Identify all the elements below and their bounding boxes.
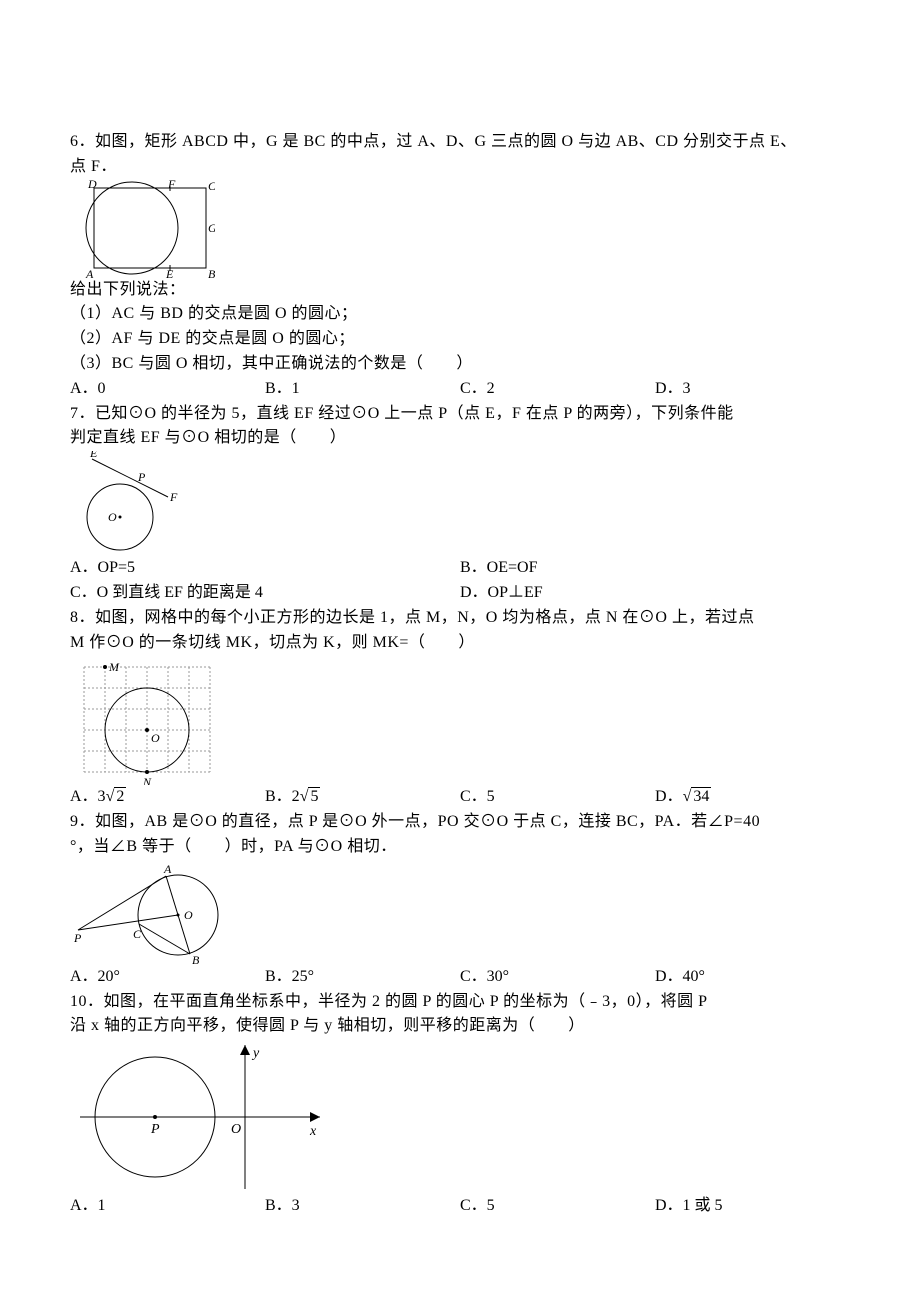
q8-options: A．3√2 B．2√5 C．5 D．√34 xyxy=(70,785,850,810)
svg-text:D: D xyxy=(87,180,97,191)
q8-stem-2: M 作⊙O 的一条切线 MK，切点为 K，则 MK=（ ） xyxy=(70,631,850,656)
q9-opt-d: D．40° xyxy=(655,965,850,990)
q7-options-row2: C．O 到直线 EF 的距离是 4 D．OP⊥EF xyxy=(70,581,850,606)
svg-text:O: O xyxy=(108,510,117,524)
q6-stem-2: 点 F． xyxy=(70,155,850,180)
q6-opt-c: C．2 xyxy=(460,377,655,402)
q7-opt-b: B．OE=OF xyxy=(460,556,850,581)
svg-text:F: F xyxy=(169,490,178,504)
q8-figure: M O N xyxy=(70,655,225,785)
q8-b-pre: B．2 xyxy=(265,788,300,805)
q10-opt-a: A．1 xyxy=(70,1194,265,1219)
q6-s1: （1）AC 与 BD 的交点是圆 O 的圆心； xyxy=(70,302,850,327)
q7-opt-a: A．OP=5 xyxy=(70,556,460,581)
svg-text:P: P xyxy=(73,931,82,945)
q8-a-rad: 2 xyxy=(114,787,126,805)
q6-opt-d: D．3 xyxy=(655,377,850,402)
q7-stem-2: 判定直线 EF 与⊙O 相切的是（ ） xyxy=(70,426,850,451)
svg-text:G: G xyxy=(208,221,215,235)
svg-text:O: O xyxy=(184,908,193,922)
svg-text:E: E xyxy=(89,451,98,460)
q8-opt-a: A．3√2 xyxy=(70,785,265,810)
q6-options: A．0 B．1 C．2 D．3 xyxy=(70,377,850,402)
q8-stem-1: 8．如图，网格中的每个小正方形的边长是 1，点 M，N，O 均为格点，点 N 在… xyxy=(70,606,850,631)
q8-d-pre: D． xyxy=(655,788,683,805)
q10-options: A．1 B．3 C．5 D．1 或 5 xyxy=(70,1194,850,1219)
q6-after-fig: 给出下列说法： xyxy=(70,278,850,303)
q9-opt-a: A．20° xyxy=(70,965,265,990)
q9-figure: A O P C B xyxy=(70,860,245,965)
q10-figure: y x P O xyxy=(70,1039,330,1194)
q8-a-pre: A．3 xyxy=(70,788,106,805)
q10-stem-1: 10．如图，在平面直角坐标系中，半径为 2 的圆 P 的圆心 P 的坐标为（﹣3… xyxy=(70,990,850,1015)
svg-text:x: x xyxy=(309,1124,317,1139)
q6-opt-b: B．1 xyxy=(265,377,460,402)
svg-text:O: O xyxy=(151,731,160,745)
svg-text:B: B xyxy=(192,953,200,965)
svg-text:A: A xyxy=(163,862,172,876)
svg-text:y: y xyxy=(251,1046,260,1061)
q8-opt-d: D．√34 xyxy=(655,785,850,810)
q10-opt-b: B．3 xyxy=(265,1194,460,1219)
q7-stem-1: 7．已知⊙O 的半径为 5，直线 EF 经过⊙O 上一点 P（点 E，F 在点 … xyxy=(70,402,850,427)
q7-opt-d: D．OP⊥EF xyxy=(460,581,850,606)
q6-stem-1: 6．如图，矩形 ABCD 中，G 是 BC 的中点，过 A、D、G 三点的圆 O… xyxy=(70,130,850,155)
q6-figure: DFCGAEB xyxy=(70,180,215,278)
svg-text:P: P xyxy=(150,1122,160,1137)
svg-text:B: B xyxy=(208,267,215,278)
q9-stem-1: 9．如图，AB 是⊙O 的直径，点 P 是⊙O 外一点，PO 交⊙O 于点 C，… xyxy=(70,810,850,835)
q10-opt-c: C．5 xyxy=(460,1194,655,1219)
q7-options-row1: A．OP=5 B．OE=OF xyxy=(70,556,850,581)
q8-opt-c: C．5 xyxy=(460,785,655,810)
svg-text:C: C xyxy=(208,180,215,193)
svg-text:M: M xyxy=(108,660,120,674)
q9-opt-c: C．30° xyxy=(460,965,655,990)
q9-opt-b: B．25° xyxy=(265,965,460,990)
svg-text:F: F xyxy=(167,180,176,191)
q6-s2: （2）AF 与 DE 的交点是圆 O 的圆心； xyxy=(70,327,850,352)
q8-b-rad: 5 xyxy=(308,787,320,805)
svg-text:A: A xyxy=(85,267,94,278)
q8-opt-b: B．2√5 xyxy=(265,785,460,810)
svg-text:O: O xyxy=(231,1122,241,1137)
q6-s3: （3）BC 与圆 O 相切，其中正确说法的个数是（ ） xyxy=(70,352,850,377)
q10-stem-2: 沿 x 轴的正方向平移，使得圆 P 与 y 轴相切，则平移的距离为（ ） xyxy=(70,1014,850,1039)
svg-text:N: N xyxy=(142,775,152,785)
q8-d-rad: 34 xyxy=(691,787,711,805)
svg-text:P: P xyxy=(137,470,146,484)
q7-figure: E P F O xyxy=(70,451,190,556)
q9-stem-2: °，当∠B 等于（ ）时，PA 与⊙O 相切． xyxy=(70,835,850,860)
q9-options: A．20° B．25° C．30° D．40° xyxy=(70,965,850,990)
q10-opt-d: D．1 或 5 xyxy=(655,1194,850,1219)
q6-opt-a: A．0 xyxy=(70,377,265,402)
svg-text:C: C xyxy=(133,927,142,941)
q7-opt-c: C．O 到直线 EF 的距离是 4 xyxy=(70,581,460,606)
